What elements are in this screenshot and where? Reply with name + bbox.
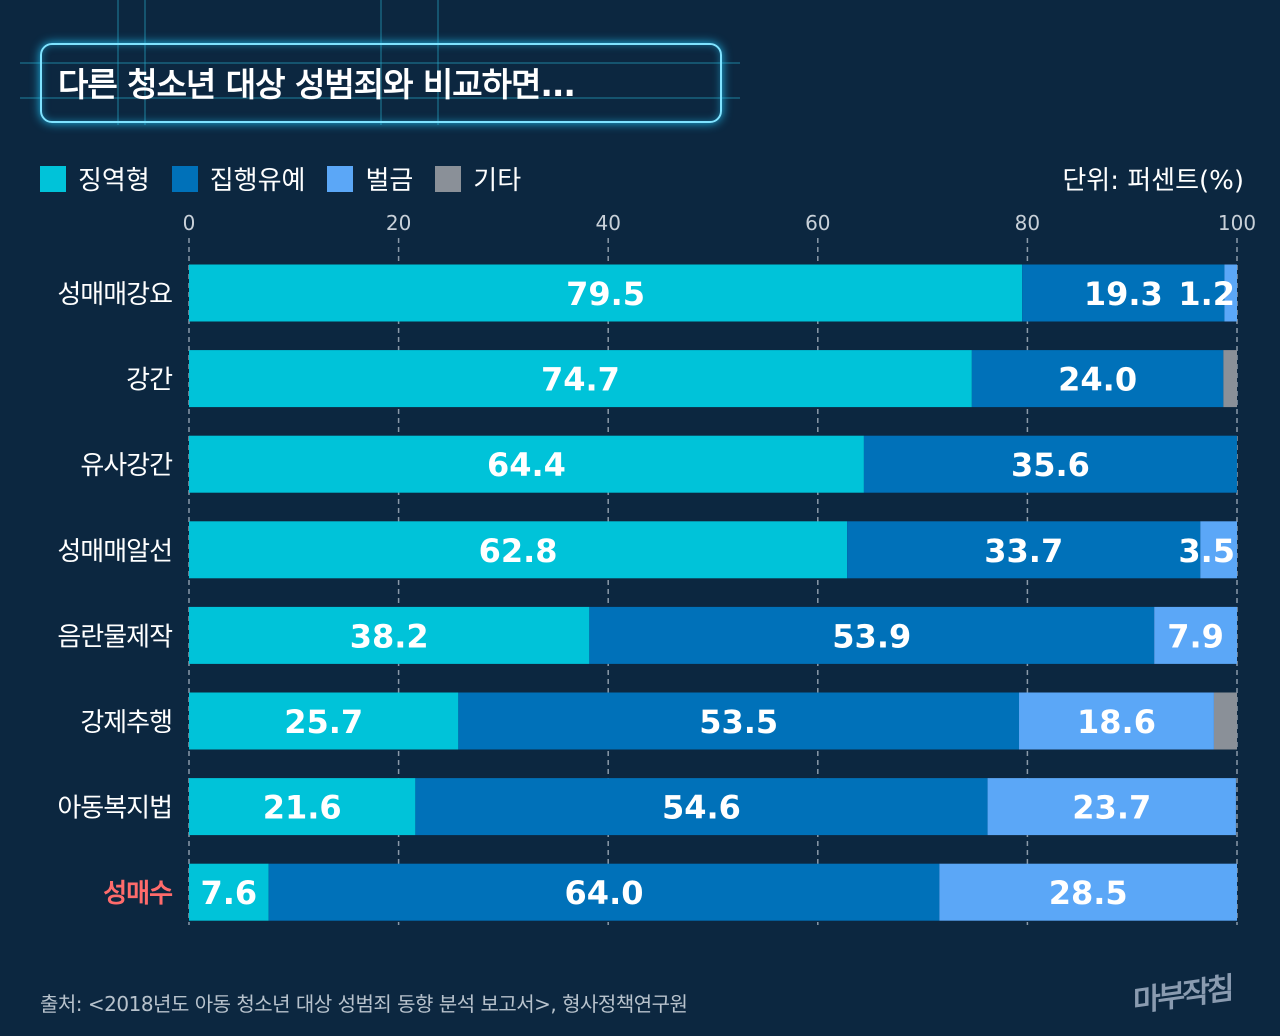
bar-segment-집행유예 [971, 350, 1224, 408]
x-tick-label: 60 [805, 211, 830, 235]
data-label: 7.6 [200, 874, 257, 912]
decor-line [20, 62, 740, 64]
legend-swatch [435, 165, 462, 192]
bar-segment-기타 [1223, 350, 1237, 408]
bar-segment-벌금 [987, 778, 1236, 836]
legend-swatch [171, 165, 198, 192]
data-label: 19.3 [1084, 275, 1163, 313]
bar-segment-벌금 [939, 863, 1237, 921]
bar-segment-벌금 [1019, 692, 1214, 750]
data-label: 25.7 [284, 703, 363, 741]
decor-line [144, 0, 146, 125]
legend-label: 벌금 [365, 166, 414, 196]
data-label: 33.7 [984, 532, 1063, 570]
bar-segment-집행유예 [1022, 264, 1225, 322]
category-label: 유사강간 [80, 451, 172, 481]
legend-item-3: 기타 [435, 160, 521, 197]
legend-swatch [327, 165, 354, 192]
legend-item-0: 징역형 [40, 160, 150, 197]
legend: 징역형 집행유예 벌금 기타 [40, 160, 521, 197]
bar-segment-집행유예 [863, 435, 1237, 493]
bar-segment-징역형 [189, 692, 459, 750]
data-label: 79.5 [566, 275, 645, 313]
data-label: 7.9 [1167, 617, 1224, 655]
decor-line [380, 0, 382, 125]
data-label: 18.6 [1077, 703, 1156, 741]
source-note: 출처: <2018년도 아동 청소년 대상 성범죄 동향 분석 보고서>, 형사… [40, 992, 688, 1016]
data-label: 24.0 [1058, 361, 1137, 399]
bar-segment-집행유예 [589, 606, 1155, 664]
data-label: 53.9 [832, 617, 911, 655]
data-label: 62.8 [479, 532, 558, 570]
data-label: 74.7 [541, 361, 620, 399]
data-label: 35.6 [1011, 446, 1090, 484]
bar-segment-징역형 [189, 521, 848, 579]
data-label: 3.5 [1178, 532, 1235, 570]
data-label: 21.6 [263, 789, 342, 827]
category-label: 성매매알선 [57, 537, 172, 567]
bar-segment-집행유예 [415, 778, 988, 836]
bar-segment-징역형 [189, 264, 1023, 322]
bar-segment-기타 [1213, 692, 1237, 750]
title-speech-bubble [40, 43, 722, 123]
bar-segment-벌금 [1224, 264, 1237, 322]
bar-segment-벌금 [1154, 606, 1237, 664]
x-tick-label: 0 [183, 211, 196, 235]
category-label: 성매매강요 [57, 280, 172, 310]
bar-segment-집행유예 [847, 521, 1201, 579]
data-label: 54.6 [662, 789, 741, 827]
bar-segment-집행유예 [268, 863, 940, 921]
data-label: 64.4 [487, 446, 566, 484]
decor-line [437, 0, 439, 125]
data-label: 23.7 [1072, 789, 1151, 827]
decor-line [117, 0, 119, 125]
chart-title: 다른 청소년 대상 성범죄와 비교하면... [58, 65, 576, 104]
data-label: 38.2 [350, 617, 429, 655]
data-label: 28.5 [1049, 874, 1128, 912]
category-label: 아동복지법 [57, 794, 172, 824]
bar-segment-벌금 [1200, 521, 1237, 579]
bar-segment-징역형 [189, 435, 864, 493]
legend-label: 집행유예 [209, 166, 306, 196]
data-label: 64.0 [565, 874, 644, 912]
x-tick-label: 80 [1015, 211, 1040, 235]
legend-item-2: 벌금 [327, 160, 413, 197]
decor-line [20, 97, 740, 99]
bar-segment-징역형 [189, 606, 590, 664]
category-label: 음란물제작 [57, 622, 172, 652]
data-label: 1.2 [1178, 275, 1235, 313]
legend-label: 기타 [473, 166, 522, 196]
x-tick-label: 40 [595, 211, 620, 235]
category-label: 성매수 [103, 879, 172, 909]
category-label: 강간 [126, 366, 172, 396]
legend-item-1: 집행유예 [171, 160, 306, 197]
legend-swatch [40, 165, 66, 192]
unit-label: 단위: 퍼센트(%) [1062, 166, 1244, 196]
category-label: 강제추행 [80, 708, 172, 738]
bar-segment-집행유예 [458, 692, 1020, 750]
x-tick-label: 100 [1218, 211, 1256, 235]
bar-segment-징역형 [189, 778, 416, 836]
bar-segment-징역형 [189, 863, 269, 921]
legend-label: 징역형 [78, 166, 150, 196]
x-tick-label: 20 [386, 211, 411, 235]
data-label: 53.5 [699, 703, 778, 741]
bar-segment-징역형 [189, 350, 972, 408]
